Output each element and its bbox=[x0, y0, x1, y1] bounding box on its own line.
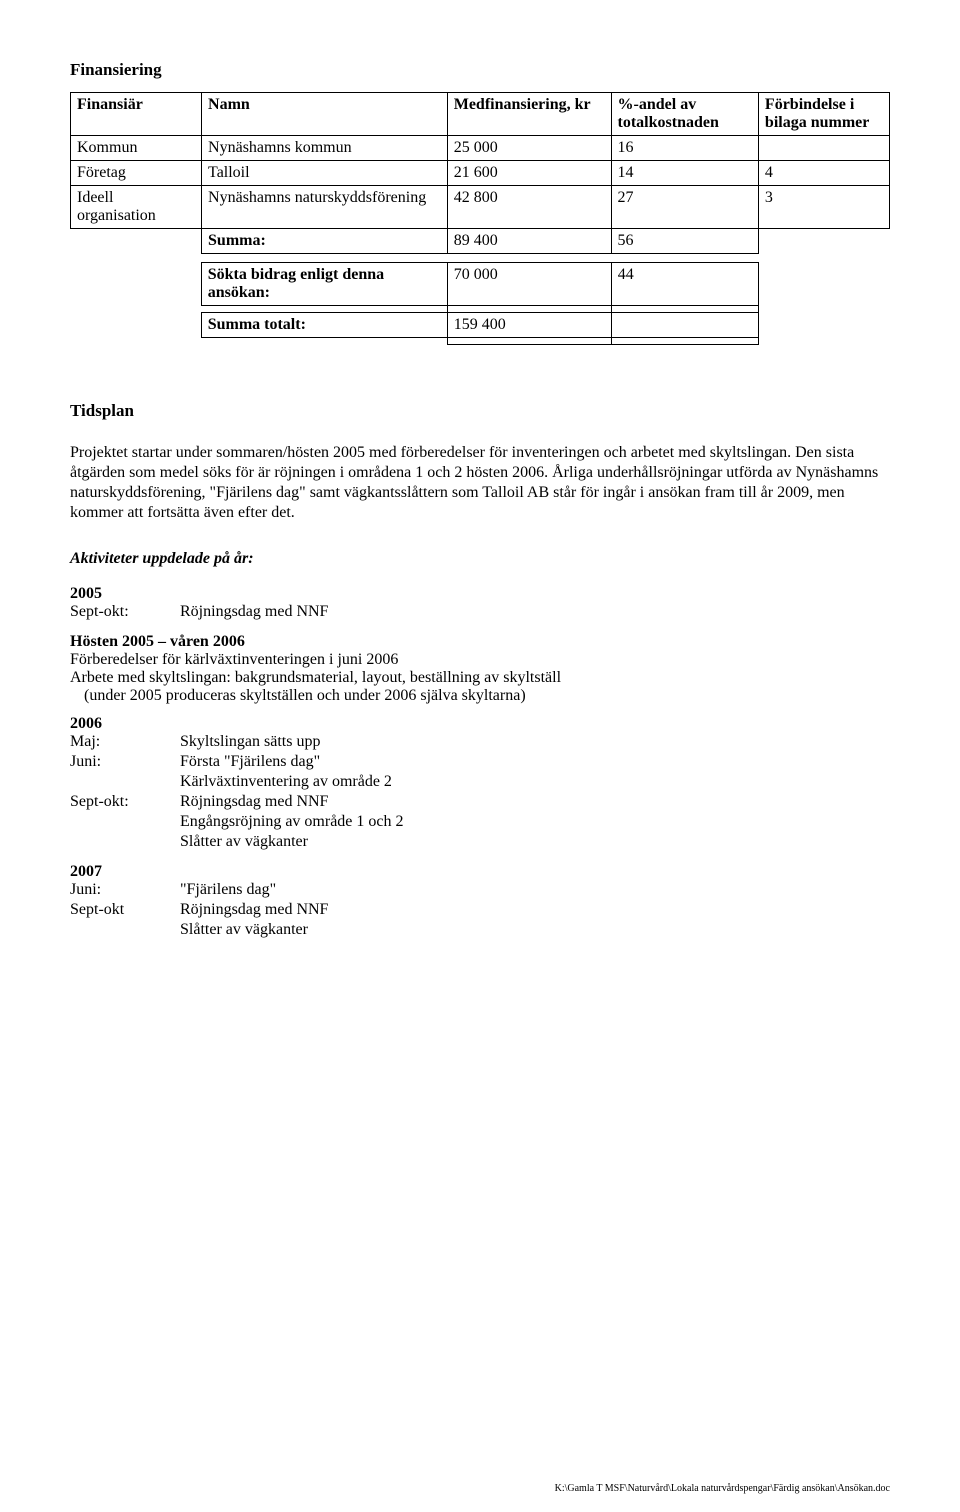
table-cell: Ideell organisation bbox=[71, 186, 202, 229]
year-2007-block: 2007 Juni:"Fjärilens dag"Sept-oktRöjning… bbox=[70, 863, 890, 939]
tidsplan-paragraph: Projektet startar under sommaren/hösten … bbox=[70, 443, 890, 523]
activity-text: Engångsröjning av område 1 och 2 bbox=[180, 813, 890, 831]
activity-text: Slåtter av vägkanter bbox=[180, 833, 890, 851]
table-cell: Nynäshamns naturskyddsförening bbox=[202, 186, 448, 229]
summa-label: Summa: bbox=[202, 229, 448, 254]
table-cell bbox=[758, 229, 889, 254]
activity-label: Maj: bbox=[70, 733, 180, 751]
table-cell: 14 bbox=[611, 161, 758, 186]
finansiering-table: Finansiär Namn Medfinansiering, kr %-and… bbox=[70, 92, 890, 254]
footer-path: K:\Gamla T MSF\Naturvård\Lokala naturvår… bbox=[555, 1483, 890, 1494]
hosten-line: Arbete med skyltslingan: bakgrundsmateri… bbox=[70, 669, 890, 687]
activity-label bbox=[70, 813, 180, 831]
summa-row: Summa:89 40056 bbox=[71, 229, 890, 254]
table-cell: 3 bbox=[758, 186, 889, 229]
activity-text: Röjningsdag med NNF bbox=[180, 901, 890, 919]
year-2005-block: 2005 Sept-okt:Röjningsdag med NNF bbox=[70, 585, 890, 621]
col-header: Namn bbox=[202, 93, 448, 136]
hosten-line: Förberedelser för kärlväxtinventeringen … bbox=[70, 651, 890, 669]
activity-label bbox=[70, 773, 180, 791]
activities-heading: Aktiviteter uppdelade på år: bbox=[70, 549, 890, 569]
col-header: %-andel av totalkostnaden bbox=[611, 93, 758, 136]
tidsplan-title: Tidsplan bbox=[70, 401, 890, 421]
activity-row: Engångsröjning av område 1 och 2 bbox=[70, 813, 890, 831]
activity-text: Slåtter av vägkanter bbox=[180, 921, 890, 939]
table-cell: 70 000 bbox=[447, 263, 611, 306]
table-cell: Nynäshamns kommun bbox=[202, 136, 448, 161]
year-2006-block: 2006 Maj:Skyltslingan sätts uppJuni:Förs… bbox=[70, 715, 890, 851]
table-row: KommunNynäshamns kommun25 00016 bbox=[71, 136, 890, 161]
year-label: 2005 bbox=[70, 585, 890, 603]
activity-label: Sept-okt: bbox=[70, 603, 180, 621]
activity-row: Slåtter av vägkanter bbox=[70, 921, 890, 939]
year-label: 2007 bbox=[70, 863, 890, 881]
table-cell: 56 bbox=[611, 229, 758, 254]
activity-row: Sept-okt:Röjningsdag med NNF bbox=[70, 603, 890, 621]
activity-row: Juni:"Fjärilens dag" bbox=[70, 881, 890, 899]
activity-text: Första "Fjärilens dag" bbox=[180, 753, 890, 771]
hosten-block: Hösten 2005 – våren 2006 Förberedelser f… bbox=[70, 633, 890, 705]
activity-text: Kärlväxtinventering av område 2 bbox=[180, 773, 890, 791]
activity-label: Juni: bbox=[70, 753, 180, 771]
year-label: 2006 bbox=[70, 715, 890, 733]
totalt-label: Summa totalt: bbox=[201, 313, 447, 338]
table-row bbox=[70, 306, 890, 313]
table-row: FöretagTalloil21 600144 bbox=[71, 161, 890, 186]
table-cell: 44 bbox=[611, 263, 759, 306]
activity-label bbox=[70, 921, 180, 939]
table-header-row: Finansiär Namn Medfinansiering, kr %-and… bbox=[71, 93, 890, 136]
activity-row: Slåtter av vägkanter bbox=[70, 833, 890, 851]
table-cell: 21 600 bbox=[447, 161, 611, 186]
col-header: Finansiär bbox=[71, 93, 202, 136]
table-cell bbox=[758, 136, 889, 161]
activity-row: Sept-oktRöjningsdag med NNF bbox=[70, 901, 890, 919]
table-row: Sökta bidrag enligt denna ansökan: 70 00… bbox=[70, 263, 890, 306]
activity-text: Röjningsdag med NNF bbox=[180, 793, 890, 811]
table-cell: Företag bbox=[71, 161, 202, 186]
table-cell: Talloil bbox=[202, 161, 448, 186]
table-cell: 25 000 bbox=[447, 136, 611, 161]
activity-text: Röjningsdag med NNF bbox=[180, 603, 890, 621]
sokta-label: Sökta bidrag enligt denna ansökan: bbox=[201, 263, 447, 306]
col-header: Förbindelse i bilaga nummer bbox=[758, 93, 889, 136]
table-cell: 159 400 bbox=[447, 313, 611, 338]
activity-text: Skyltslingan sätts upp bbox=[180, 733, 890, 751]
activity-row: Maj:Skyltslingan sätts upp bbox=[70, 733, 890, 751]
table-cell: 4 bbox=[758, 161, 889, 186]
activity-label: Sept-okt bbox=[70, 901, 180, 919]
table-row: Ideell organisationNynäshamns naturskydd… bbox=[71, 186, 890, 229]
sokta-table: Sökta bidrag enligt denna ansökan: 70 00… bbox=[70, 262, 890, 345]
activity-row: Juni:Första "Fjärilens dag" bbox=[70, 753, 890, 771]
activity-label: Sept-okt: bbox=[70, 793, 180, 811]
col-header: Medfinansiering, kr bbox=[447, 93, 611, 136]
activity-label bbox=[70, 833, 180, 851]
table-cell: 27 bbox=[611, 186, 758, 229]
table-cell: 16 bbox=[611, 136, 758, 161]
table-cell: 89 400 bbox=[447, 229, 611, 254]
activity-text: "Fjärilens dag" bbox=[180, 881, 890, 899]
hosten-indent-line: (under 2005 produceras skyltställen och … bbox=[70, 687, 890, 705]
hosten-title: Hösten 2005 – våren 2006 bbox=[70, 633, 890, 651]
table-cell: 42 800 bbox=[447, 186, 611, 229]
activity-row: Sept-okt:Röjningsdag med NNF bbox=[70, 793, 890, 811]
table-row bbox=[70, 338, 890, 345]
table-row: Summa totalt: 159 400 bbox=[70, 313, 890, 338]
finansiering-title: Finansiering bbox=[70, 60, 890, 80]
table-cell: Kommun bbox=[71, 136, 202, 161]
activity-label: Juni: bbox=[70, 881, 180, 899]
activity-row: Kärlväxtinventering av område 2 bbox=[70, 773, 890, 791]
